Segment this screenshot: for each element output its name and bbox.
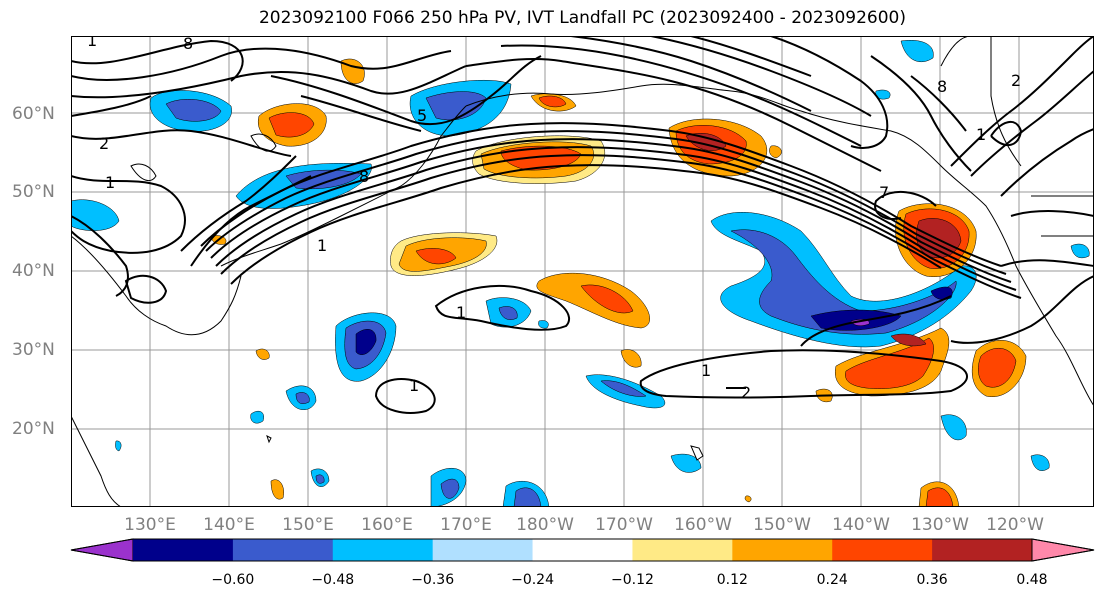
contour-label: 1 (976, 125, 986, 144)
figure-title: 2023092100 F066 250 hPa PV, IVT Landfall… (258, 8, 906, 28)
lat-label-20n: 20°N (12, 419, 55, 439)
map-canvas: 1 8 2 1 5 8 1 7 8 2 1 1 1 1 2 (71, 36, 1094, 507)
pv-contour-labels: 1 8 2 1 5 8 1 7 8 2 1 1 1 1 2 (87, 36, 1021, 402)
lat-label-60n: 60°N (12, 104, 55, 124)
colorbar-tick-label: −0.24 (511, 572, 554, 588)
contour-label: 1 (317, 236, 327, 255)
lon-label: 140°W (832, 515, 890, 535)
contour-label: 2 (1011, 71, 1021, 90)
contour-label: 2 (99, 134, 109, 153)
map-panel: 1 8 2 1 5 8 1 7 8 2 1 1 1 1 2 (71, 36, 1094, 507)
lon-label: 160°E (361, 515, 413, 535)
colorbar-swatch (632, 539, 733, 561)
lon-label: 120°W (986, 515, 1044, 535)
colorbar-tick-label: −0.60 (211, 572, 255, 588)
colorbar-swatch (532, 539, 633, 561)
colorbar-swatch (133, 539, 234, 561)
colorbar (70, 538, 1095, 562)
lon-label: 150°W (753, 515, 811, 535)
colorbar-tick-label: 0.36 (916, 572, 948, 588)
colorbar-tick-label: −0.48 (311, 572, 355, 588)
colorbar-outline (70, 538, 1095, 562)
contour-label: 1 (87, 36, 97, 50)
colorbar-swatch (332, 539, 434, 561)
colorbar-extend-high (1031, 538, 1095, 562)
colorbar-swatch (832, 539, 933, 561)
contour-label: 8 (359, 167, 369, 186)
colorbar-tick-label: −0.36 (411, 572, 455, 588)
lat-label-30n: 30°N (12, 340, 55, 360)
colorbar-tick-label: 0.48 (1016, 572, 1048, 588)
lon-label: 160°W (674, 515, 732, 535)
lon-label: 180°W (516, 515, 574, 535)
contour-label: 1 (105, 173, 115, 192)
colorbar-swatch (732, 539, 833, 561)
coastlines (71, 36, 1094, 507)
contour-label: 7 (879, 183, 889, 202)
colorbar-extend-low (70, 538, 134, 562)
colorbar-tick-label: 0.12 (716, 572, 748, 588)
colorbar-swatch (932, 539, 1033, 561)
contour-label: 8 (183, 36, 193, 53)
lon-label: 170°E (440, 515, 492, 535)
colorbar-tick-label: −0.12 (610, 572, 654, 588)
lon-label: 130°W (911, 515, 969, 535)
pv-contours (71, 36, 1094, 414)
contour-label: 2 (741, 383, 751, 402)
contour-label: 5 (417, 106, 427, 125)
colorbar-swatch (232, 539, 334, 561)
contour-label: 1 (409, 376, 419, 395)
colorbar-tick-label: 0.24 (816, 572, 848, 588)
contour-label: 8 (937, 77, 947, 96)
lat-label-50n: 50°N (12, 182, 55, 202)
lon-label: 130°E (124, 515, 176, 535)
lat-label-40n: 40°N (12, 261, 55, 281)
lon-label: 170°W (595, 515, 653, 535)
lon-label: 150°E (282, 515, 334, 535)
contour-label: 1 (701, 361, 711, 380)
colorbar-swatch (432, 539, 534, 561)
contour-label: 1 (456, 303, 466, 322)
lon-label: 140°E (203, 515, 255, 535)
